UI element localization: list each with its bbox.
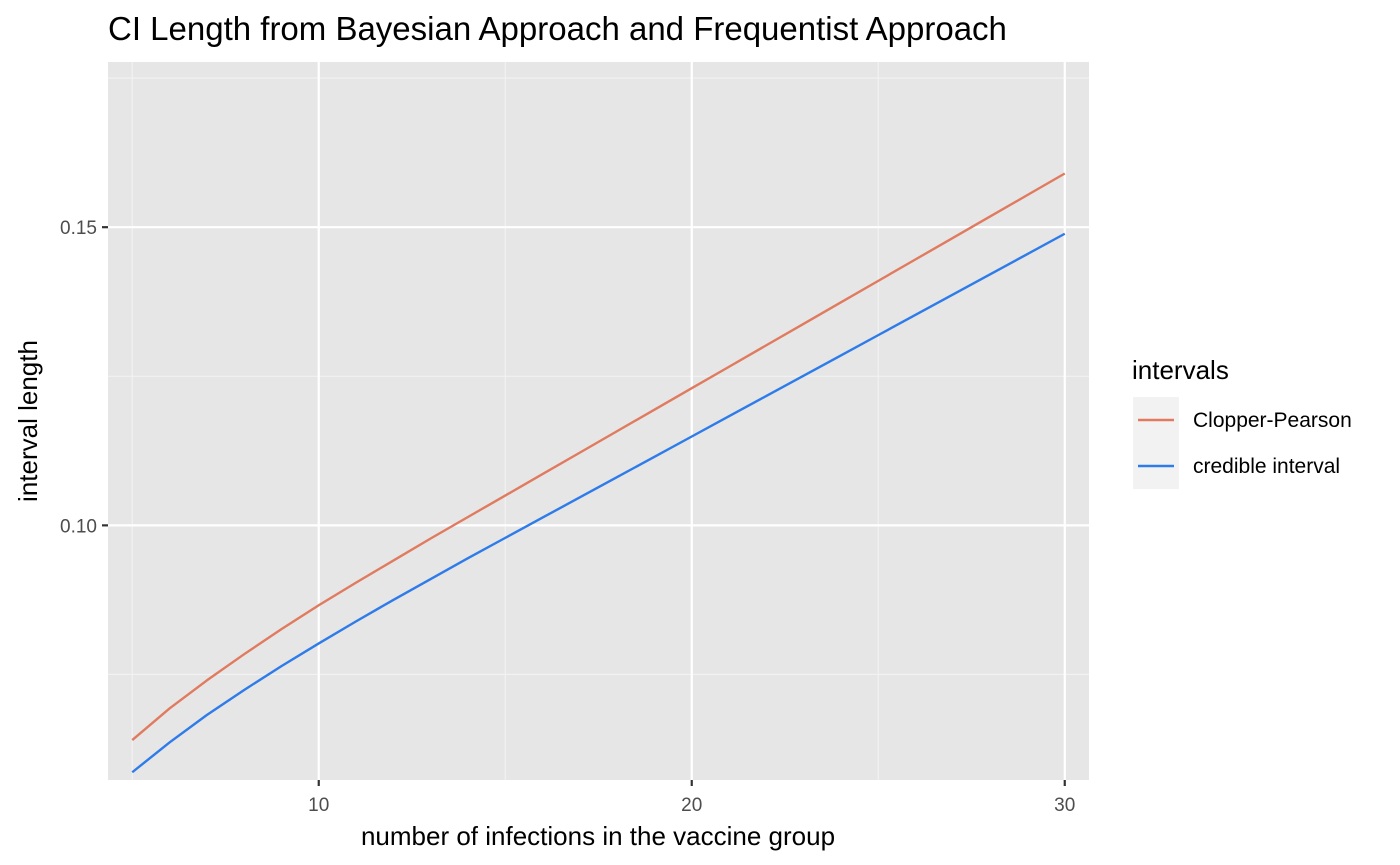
- x-tick-label: 20: [681, 795, 702, 816]
- minor-gridlines: [108, 62, 1089, 780]
- plot-panel: [108, 62, 1089, 780]
- y-tick-label: 0.10: [60, 516, 97, 537]
- x-axis: 10 20 30: [308, 780, 1075, 816]
- y-axis: 0.10 0.15: [60, 218, 108, 537]
- x-axis-title: number of infections in the vaccine grou…: [361, 821, 835, 851]
- x-tick-label: 30: [1054, 795, 1075, 816]
- series-line-2: [131, 232, 1066, 774]
- major-gridlines: [108, 62, 1089, 780]
- series-line-1: [131, 172, 1066, 741]
- x-tick-label: 10: [308, 795, 329, 816]
- y-axis-title: interval length: [13, 340, 43, 502]
- chart-title: CI Length from Bayesian Approach and Fre…: [108, 10, 1007, 47]
- y-tick-label: 0.15: [60, 218, 97, 239]
- legend-title: intervals: [1132, 355, 1229, 385]
- legend-label: credible interval: [1193, 455, 1340, 478]
- series-lines: [131, 172, 1066, 774]
- legend: intervals Clopper-Pearson credible interv…: [1132, 355, 1352, 489]
- legend-label: Clopper-Pearson: [1193, 409, 1352, 432]
